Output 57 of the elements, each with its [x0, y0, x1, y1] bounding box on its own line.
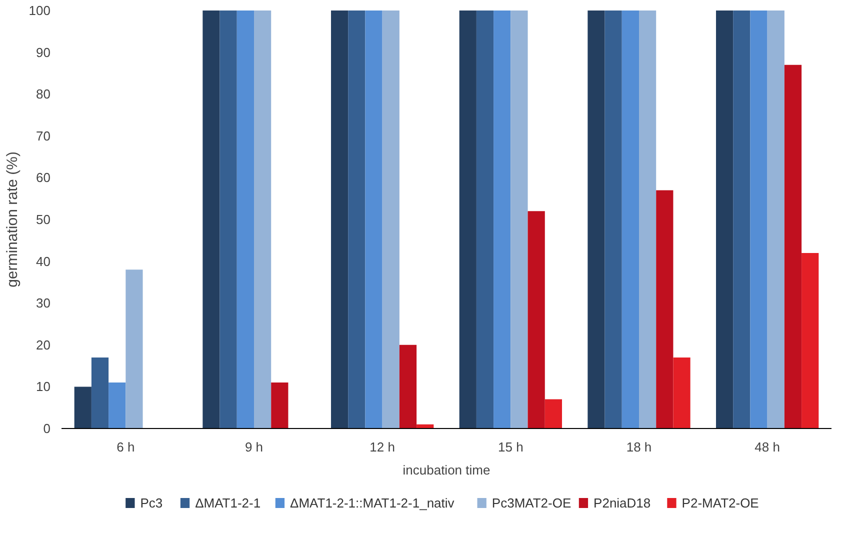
bar — [365, 10, 382, 428]
bar — [656, 190, 674, 428]
y-tick-label: 30 — [36, 296, 51, 311]
legend-label: ΔMAT1-2-1 — [195, 496, 261, 510]
x-tick-label: 9 h — [244, 440, 264, 454]
bar — [639, 10, 656, 428]
bar — [399, 344, 417, 428]
bar — [202, 10, 220, 428]
bar — [510, 10, 528, 428]
bar — [733, 10, 750, 428]
bar — [126, 270, 143, 428]
bar — [494, 10, 511, 428]
legend-label: P2-MAT2-OE — [682, 496, 760, 510]
x-tick-label: 12 h — [370, 440, 395, 454]
y-tick-label: 90 — [36, 44, 51, 60]
x-tick-label: 15 h — [498, 440, 524, 454]
y-tick-label: 60 — [36, 170, 51, 186]
bar — [767, 10, 784, 428]
y-tick-label: 80 — [36, 86, 51, 102]
y-axis-title: germination rate (%) — [4, 152, 21, 288]
bar — [802, 252, 819, 428]
bar — [348, 10, 366, 428]
bar — [459, 10, 476, 428]
bar — [108, 382, 126, 428]
bar — [271, 382, 288, 428]
y-tick-label: 70 — [36, 128, 51, 144]
bar — [544, 399, 562, 428]
x-tick-label: 6 h — [116, 440, 135, 454]
bar — [220, 10, 237, 428]
y-tick-label: 50 — [36, 212, 51, 227]
x-tick-label: 18 h — [626, 440, 652, 454]
bar — [331, 10, 348, 428]
y-tick-label: 0 — [43, 421, 51, 436]
bar — [750, 10, 768, 428]
bar — [382, 10, 400, 428]
bar — [528, 211, 545, 428]
y-tick-label: 10 — [36, 379, 51, 394]
bar — [784, 64, 802, 428]
y-tick-label: 40 — [36, 254, 51, 269]
x-tick-label: 48 h — [754, 440, 780, 454]
bar — [476, 10, 494, 428]
y-tick-label: 20 — [36, 337, 51, 352]
legend-label: ΔMAT1-2-1::MAT1-2-1_nativ — [290, 496, 455, 510]
bar — [673, 357, 690, 428]
legend-label: P2niaD18 — [594, 496, 651, 510]
bar — [622, 10, 639, 428]
bar — [604, 10, 622, 428]
bar — [254, 10, 272, 428]
y-tick-label: 100 — [28, 3, 51, 18]
bar — [588, 10, 605, 428]
bar — [236, 10, 254, 428]
bar — [74, 386, 92, 428]
bar — [91, 357, 109, 428]
bar — [716, 10, 734, 428]
x-axis-title: incubation time — [402, 462, 490, 478]
legend-label: Pc3 — [140, 496, 163, 510]
legend-label: Pc3MAT2-OE — [492, 496, 572, 510]
